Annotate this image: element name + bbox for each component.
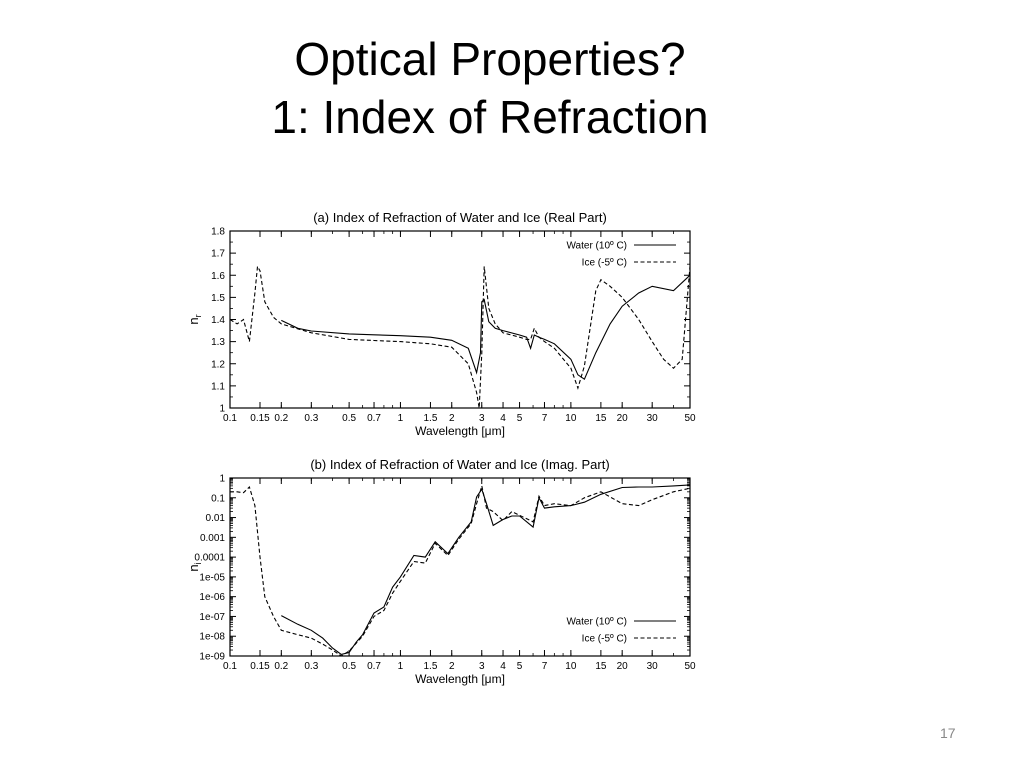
y-tick-label: 1.1 xyxy=(211,381,225,392)
series-line-water xyxy=(281,274,690,381)
x-tick-label: 10 xyxy=(565,413,577,424)
slide-title: Optical Properties? 1: Index of Refracti… xyxy=(0,30,980,146)
x-tick-label: 0.7 xyxy=(367,413,381,424)
y-tick-label: 1.6 xyxy=(211,271,225,282)
chart-panel-1: (a) Index of Refraction of Water and Ice… xyxy=(186,210,696,438)
x-tick-label: 50 xyxy=(684,413,696,424)
series-line-ice xyxy=(230,264,690,408)
slide-title-line-2: 1: Index of Refraction xyxy=(271,91,709,143)
x-tick-label: 0.3 xyxy=(304,413,318,424)
x-axis-label: Wavelength [μm] xyxy=(415,424,505,438)
x-tick-label: 0.2 xyxy=(274,661,288,672)
x-tick-label: 7 xyxy=(542,661,548,672)
x-tick-label: 20 xyxy=(617,413,629,424)
chart-panel-2: (b) Index of Refraction of Water and Ice… xyxy=(186,457,696,686)
x-tick-label: 1.5 xyxy=(423,413,437,424)
x-tick-label: 1.5 xyxy=(423,661,437,672)
legend-label: Ice (-5º C) xyxy=(582,634,627,645)
x-tick-label: 0.5 xyxy=(342,413,356,424)
y-tick-label: 0.1 xyxy=(211,493,225,504)
x-tick-label: 0.7 xyxy=(367,661,381,672)
legend-label: Water (10º C) xyxy=(566,617,627,628)
y-tick-label: 1 xyxy=(219,474,225,485)
plot-frame xyxy=(229,477,691,657)
x-tick-label: 5 xyxy=(517,661,523,672)
y-tick-label: 1e-07 xyxy=(199,612,225,623)
x-tick-label: 0.2 xyxy=(274,413,288,424)
x-tick-label: 0.15 xyxy=(250,661,270,672)
x-tick-label: 0.15 xyxy=(250,413,270,424)
y-tick-label: 1.7 xyxy=(211,249,225,260)
x-tick-label: 30 xyxy=(647,413,659,424)
x-tick-label: 4 xyxy=(500,413,506,424)
legend: Water (10º C) Ice (-5º C) xyxy=(566,617,676,645)
x-tick-label: 50 xyxy=(684,661,696,672)
x-tick-label: 5 xyxy=(517,413,523,424)
y-tick-label: 1.5 xyxy=(211,293,225,304)
x-tick-label: 2 xyxy=(449,413,455,424)
x-tick-label: 1 xyxy=(398,661,404,672)
slide-title-line-1: Optical Properties? xyxy=(294,33,686,85)
chart-title: (a) Index of Refraction of Water and Ice… xyxy=(313,210,607,225)
x-tick-label: 30 xyxy=(647,661,659,672)
y-tick-label: 0.01 xyxy=(206,513,226,524)
y-tick-label: 1e-05 xyxy=(199,572,225,583)
y-tick-label: 1e-08 xyxy=(199,632,225,643)
plot-frame xyxy=(229,230,691,409)
x-tick-label: 15 xyxy=(595,661,607,672)
x-tick-label: 0.5 xyxy=(342,661,356,672)
x-tick-label: 0.1 xyxy=(223,413,237,424)
x-tick-label: 1 xyxy=(398,413,404,424)
y-tick-label: 1e-09 xyxy=(199,652,225,663)
x-tick-label: 7 xyxy=(542,413,548,424)
x-tick-label: 20 xyxy=(617,661,629,672)
y-tick-label: 0.001 xyxy=(200,533,225,544)
x-tick-label: 0.1 xyxy=(223,661,237,672)
x-tick-label: 15 xyxy=(595,413,607,424)
y-tick-label: 0.0001 xyxy=(194,553,225,564)
legend: Water (10º C) Ice (-5º C) xyxy=(566,241,676,269)
legend-label: Ice (-5º C) xyxy=(582,258,627,269)
y-tick-label: 1.4 xyxy=(211,315,225,326)
chart-title: (b) Index of Refraction of Water and Ice… xyxy=(310,457,609,472)
series-line-ice xyxy=(230,485,690,656)
y-tick-label: 1.8 xyxy=(211,227,225,238)
legend-label: Water (10º C) xyxy=(566,241,627,252)
y-tick-label: 1e-06 xyxy=(199,592,225,603)
x-tick-label: 4 xyxy=(500,661,506,672)
y-axis-label: nr xyxy=(186,314,203,324)
x-tick-label: 10 xyxy=(565,661,577,672)
chart-figure: (a) Index of Refraction of Water and Ice… xyxy=(186,210,696,686)
x-axis-label: Wavelength [μm] xyxy=(415,672,505,686)
x-tick-label: 3 xyxy=(479,413,485,424)
x-tick-label: 2 xyxy=(449,661,455,672)
y-tick-label: 1 xyxy=(219,404,225,415)
x-tick-label: 3 xyxy=(479,661,485,672)
slide-number: 17 xyxy=(940,725,956,741)
y-tick-label: 1.3 xyxy=(211,337,225,348)
series-line-water xyxy=(281,484,690,655)
y-axis-label: ni xyxy=(186,562,203,571)
y-tick-label: 1.2 xyxy=(211,359,225,370)
x-tick-label: 0.3 xyxy=(304,661,318,672)
